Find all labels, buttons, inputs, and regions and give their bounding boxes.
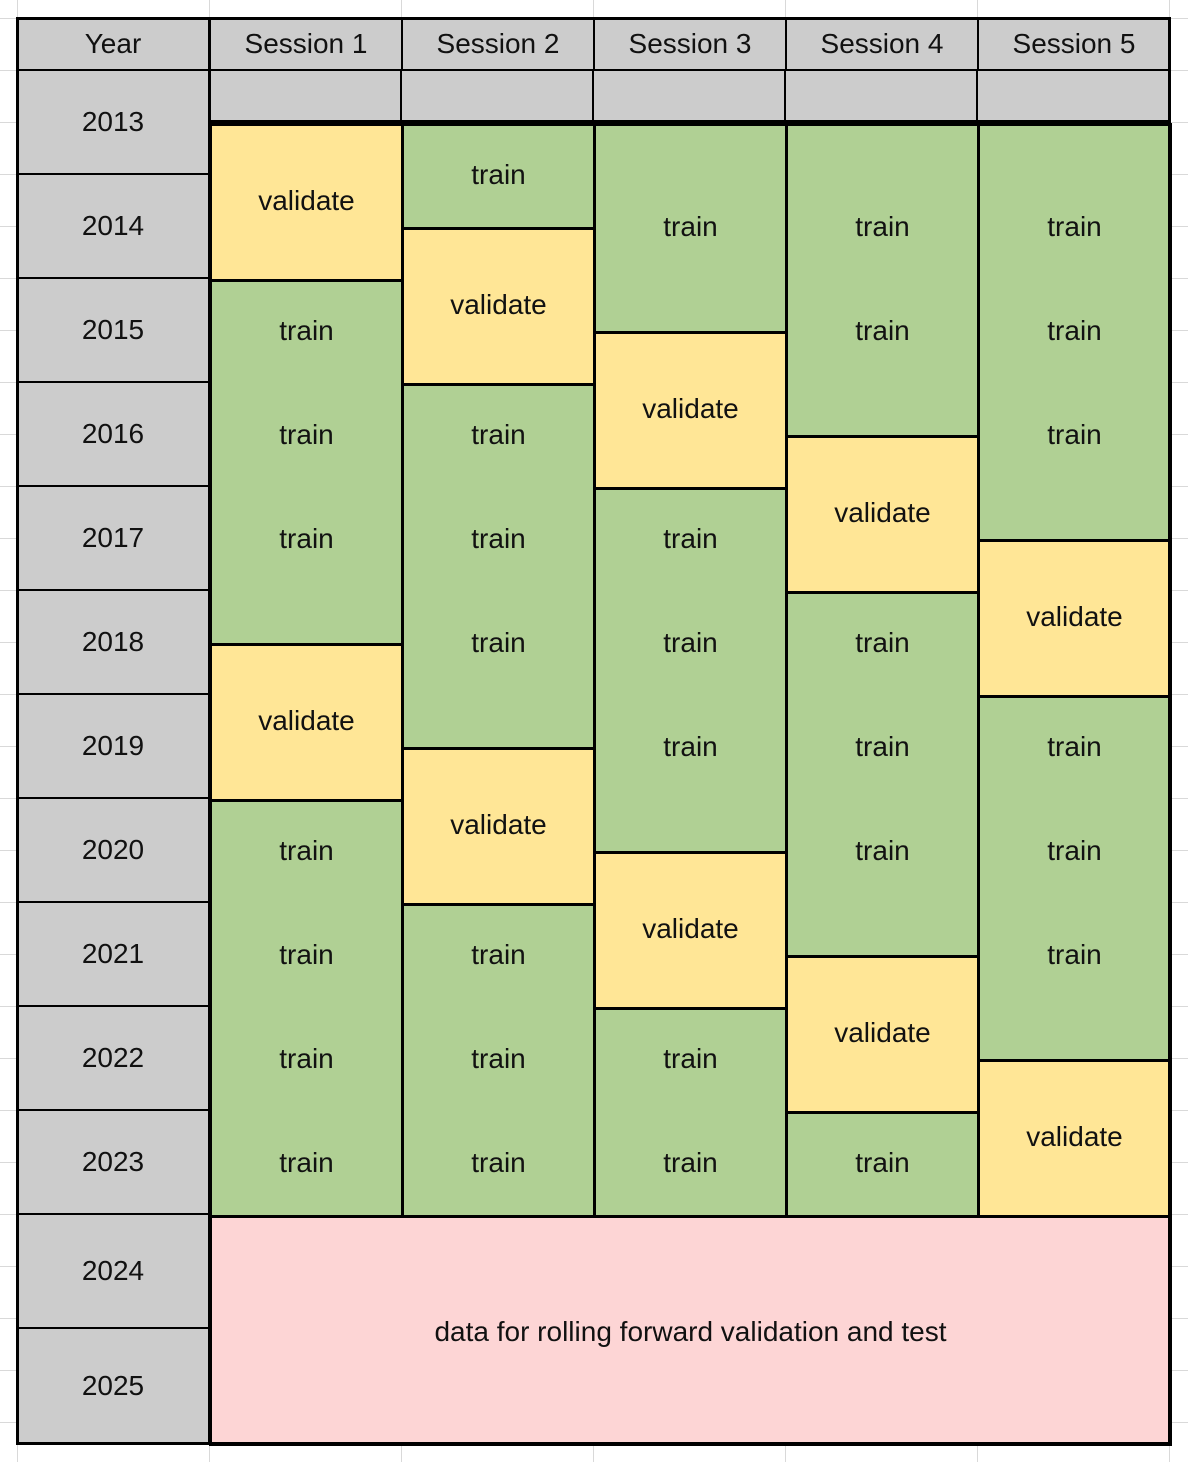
train-label: train <box>279 1147 334 1178</box>
validate-label: validate <box>1026 1121 1123 1152</box>
header-spacer-row <box>209 71 1169 123</box>
train-label: train <box>279 315 334 346</box>
train-label: train <box>279 419 334 450</box>
session-4-validate-block: validate <box>785 435 980 594</box>
train-label: train <box>855 1147 910 1178</box>
train-label: train <box>855 211 910 242</box>
validate-label: validate <box>258 185 355 216</box>
train-label: train <box>855 315 910 346</box>
session-4-header: Session 4 <box>785 18 977 71</box>
session-4-train-block: train <box>785 1111 980 1218</box>
session-3-validate-block: validate <box>593 331 788 490</box>
year-cell-2019: 2019 <box>17 695 209 799</box>
validate-label: validate <box>1026 601 1123 632</box>
session-5-validate-block: validate <box>977 539 1172 698</box>
validate-label: validate <box>450 809 547 840</box>
year-cell-2025: 2025 <box>17 1329 209 1443</box>
year-cell-2018: 2018 <box>17 591 209 695</box>
year-cell-2014: 2014 <box>17 175 209 279</box>
validate-label: validate <box>450 289 547 320</box>
train-label: train <box>855 835 910 866</box>
session-2-train-block: train train train <box>401 383 596 750</box>
train-label: train <box>1047 315 1102 346</box>
train-label: train <box>1047 731 1102 762</box>
year-cell-2022: 2022 <box>17 1007 209 1111</box>
train-label: train <box>663 731 718 762</box>
holdout-region: data for rolling forward validation and … <box>209 1215 1172 1446</box>
train-label: train <box>1047 939 1102 970</box>
train-label: train <box>471 1043 526 1074</box>
year-cell-2020: 2020 <box>17 799 209 903</box>
session-4-train-block: train train train <box>785 591 980 958</box>
session-5-header: Session 5 <box>977 18 1169 71</box>
session-2-validate-block: validate <box>401 227 596 386</box>
session-2-header: Session 2 <box>401 18 593 71</box>
session-3-train-block: train train <box>593 1007 788 1218</box>
train-label: train <box>279 939 334 970</box>
year-cell-2021: 2021 <box>17 903 209 1007</box>
session-3-header: Session 3 <box>593 18 785 71</box>
train-label: train <box>663 627 718 658</box>
year-cell-2016: 2016 <box>17 383 209 487</box>
train-label: train <box>471 523 526 554</box>
session-4-validate-block: validate <box>785 955 980 1114</box>
session-5-train-block: train train train <box>977 123 1172 542</box>
session-2-train-block: train train train <box>401 903 596 1218</box>
year-column-header: Year <box>17 18 209 71</box>
validate-label: validate <box>258 705 355 736</box>
year-cell-2024: 2024 <box>17 1215 209 1329</box>
validate-label: validate <box>642 393 739 424</box>
year-cell-2023: 2023 <box>17 1111 209 1215</box>
session-5-validate-block: validate <box>977 1059 1172 1218</box>
train-label: train <box>471 627 526 658</box>
spacer-divider <box>784 71 786 123</box>
year-column-divider <box>208 18 211 1443</box>
train-label: train <box>855 627 910 658</box>
session-5-train-block: train train train <box>977 695 1172 1062</box>
validate-label: validate <box>834 1017 931 1048</box>
year-cell-2013: 2013 <box>17 71 209 175</box>
session-1-validate-block: validate <box>209 643 404 802</box>
spacer-divider <box>592 71 594 123</box>
session-2-validate-block: validate <box>401 747 596 906</box>
session-4-train-block: train train <box>785 123 980 438</box>
session-2-train-block: train <box>401 123 596 230</box>
spacer-divider <box>400 71 402 123</box>
session-3-train-block: train train train <box>593 487 788 854</box>
spacer-divider <box>976 71 978 123</box>
session-1-train-block: train train train train <box>209 799 404 1218</box>
session-3-train-block: train <box>593 123 788 334</box>
session-1-validate-block: validate <box>209 123 404 282</box>
train-label: train <box>855 731 910 762</box>
train-label: train <box>663 523 718 554</box>
session-3-validate-block: validate <box>593 851 788 1010</box>
session-1-header: Session 1 <box>209 18 401 71</box>
year-cell-2015: 2015 <box>17 279 209 383</box>
train-label: train <box>279 1043 334 1074</box>
train-label: train <box>471 939 526 970</box>
train-label: train <box>471 419 526 450</box>
train-label: train <box>471 159 526 190</box>
train-label: train <box>1047 419 1102 450</box>
validate-label: validate <box>834 497 931 528</box>
year-cell-2017: 2017 <box>17 487 209 591</box>
train-label: train <box>1047 211 1102 242</box>
validate-label: validate <box>642 913 739 944</box>
train-label: train <box>1047 835 1102 866</box>
train-label: train <box>279 835 334 866</box>
train-label: train <box>663 1147 718 1178</box>
train-label: train <box>663 211 718 242</box>
session-1-train-block: train train train <box>209 279 404 646</box>
train-label: train <box>471 1147 526 1178</box>
train-label: train <box>279 523 334 554</box>
train-label: train <box>663 1043 718 1074</box>
